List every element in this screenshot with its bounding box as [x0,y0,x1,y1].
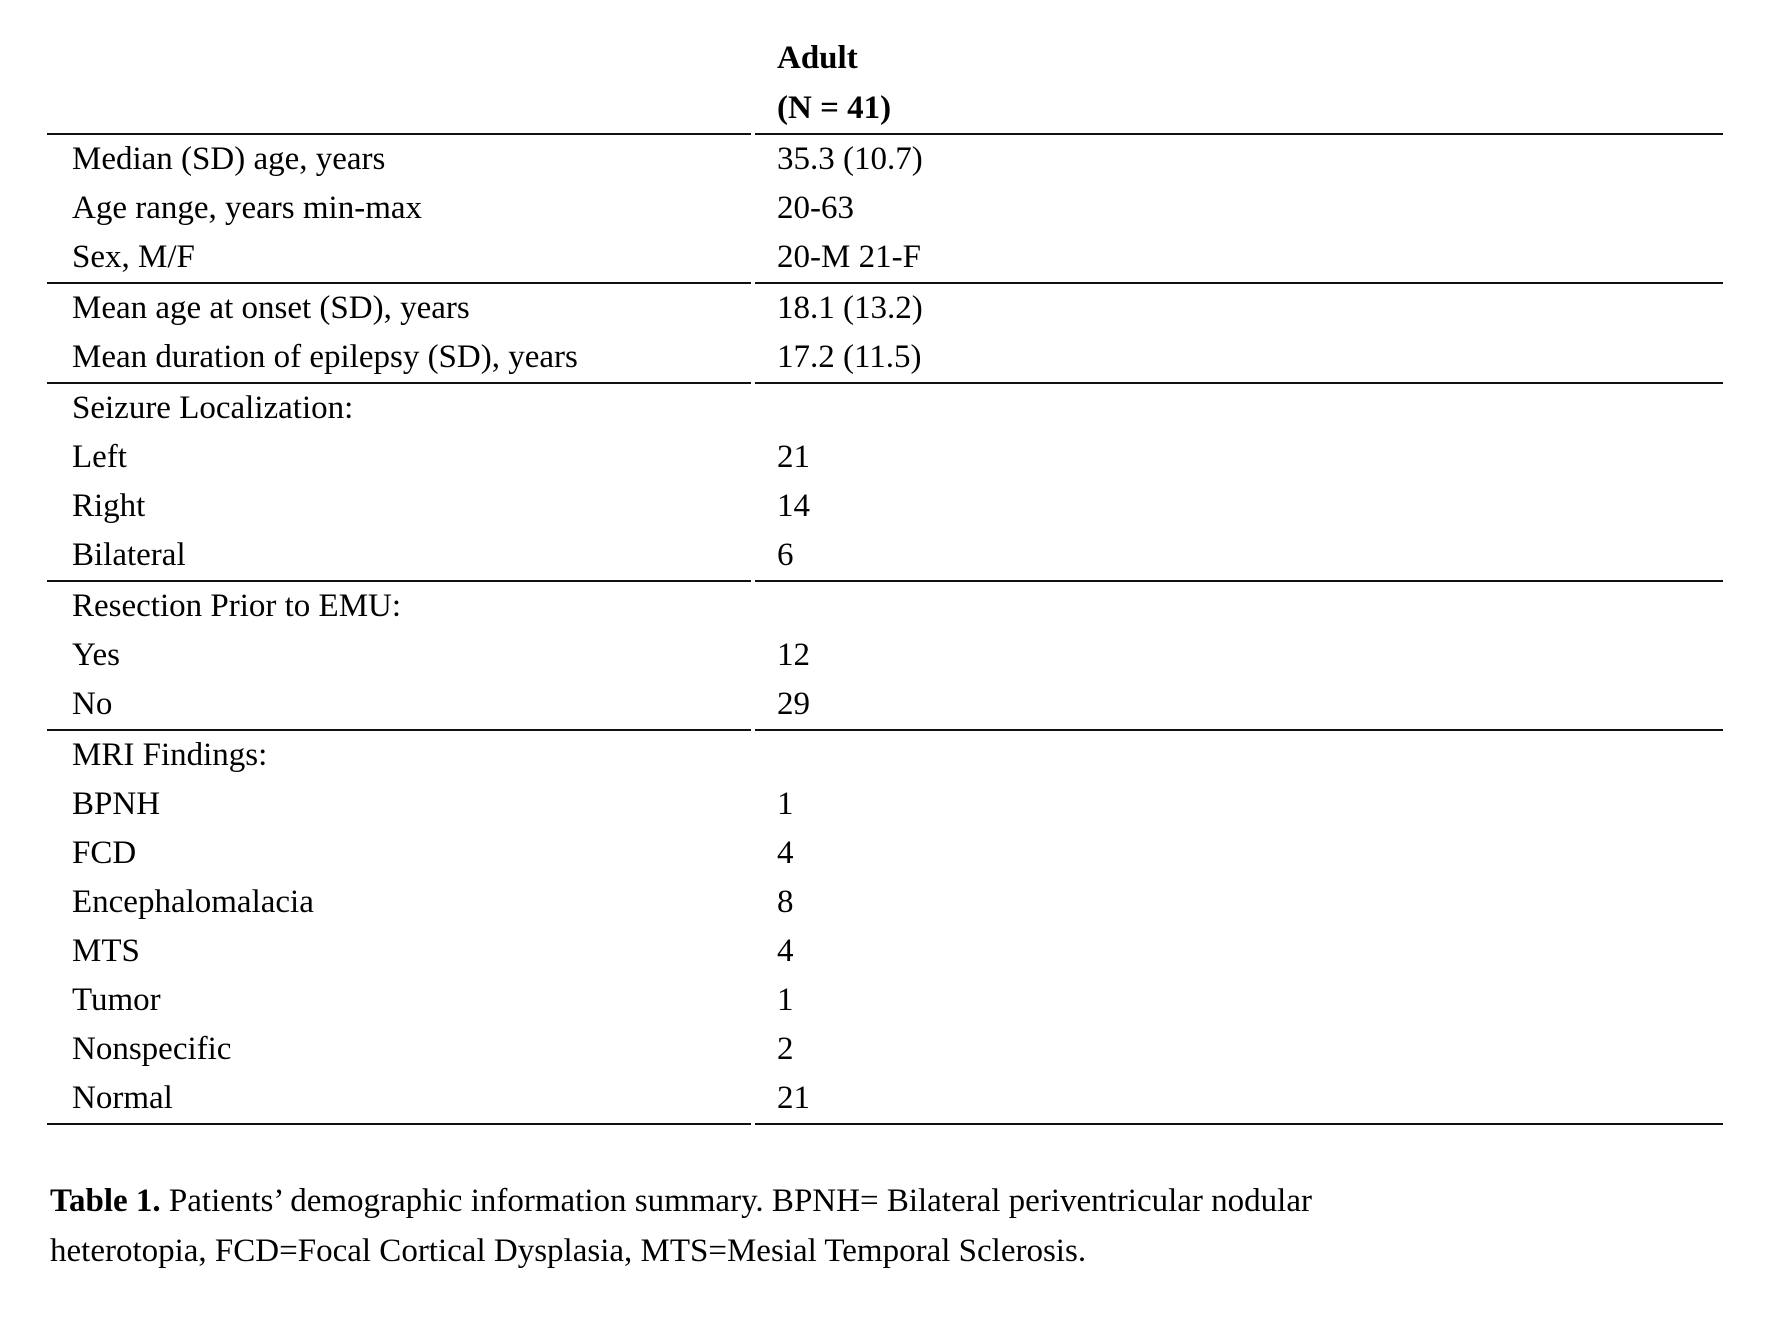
section-heading: MRI Findings: [72,737,268,773]
row-value: 1 [777,982,794,1018]
row-label: Mean age at onset (SD), years [72,290,470,326]
row-value: 21 [755,1074,1723,1125]
section-heading: Seizure Localization: [72,390,354,426]
row-value: 20-M 21-F [755,233,1723,284]
row-value: 20-63 [777,190,854,226]
row-value: 4 [777,933,794,969]
row-label: No [47,680,751,731]
caption-line1: Patients’ demographic information summar… [168,1183,1312,1219]
row-label: Yes [72,637,121,673]
row-value [755,384,1723,433]
header-spacer [47,34,751,135]
row-label: BPNH [72,786,161,822]
caption-line2: heterotopia, FCD=Focal Cortical Dysplasi… [50,1233,1087,1269]
row-label: FCD [72,835,137,871]
row-value: 12 [777,637,810,673]
row-value: 21 [777,439,810,475]
row-value: 4 [777,835,794,871]
row-value: 14 [777,488,810,524]
row-value: 35.3 (10.7) [777,141,923,177]
row-label: Encephalomalacia [72,884,314,920]
row-value [755,582,1723,631]
row-label: Bilateral [47,531,751,582]
row-value: 1 [777,786,794,822]
table-caption: Table 1. Patients’ demographic informati… [50,1176,1740,1276]
caption-label: Table 1. [50,1183,161,1219]
row-label: MTS [72,933,140,969]
row-value: 8 [777,884,794,920]
column-header-adult: Adult (N = 41) [755,34,1723,135]
row-label: Median (SD) age, years [72,141,386,177]
row-value: 6 [755,531,1723,582]
row-label: Tumor [72,982,161,1018]
row-label: Age range, years min-max [72,190,423,226]
demographics-table: Adult (N = 41) Median (SD) age, years 35… [47,34,1723,1125]
section-heading: Resection Prior to EMU: [72,588,402,624]
row-label: Normal [47,1074,751,1125]
row-value: 18.1 (13.2) [777,290,923,326]
column-header-line1: Adult [777,40,858,76]
row-value: 17.2 (11.5) [755,333,1723,384]
row-value: 29 [755,680,1723,731]
row-label: Left [72,439,127,475]
row-value: 2 [777,1031,794,1067]
row-label: Mean duration of epilepsy (SD), years [47,333,751,384]
row-label: Sex, M/F [47,233,751,284]
row-label: Right [72,488,146,524]
column-header-line2: (N = 41) [777,89,892,126]
row-label: Nonspecific [72,1031,232,1067]
row-value [755,731,1723,780]
